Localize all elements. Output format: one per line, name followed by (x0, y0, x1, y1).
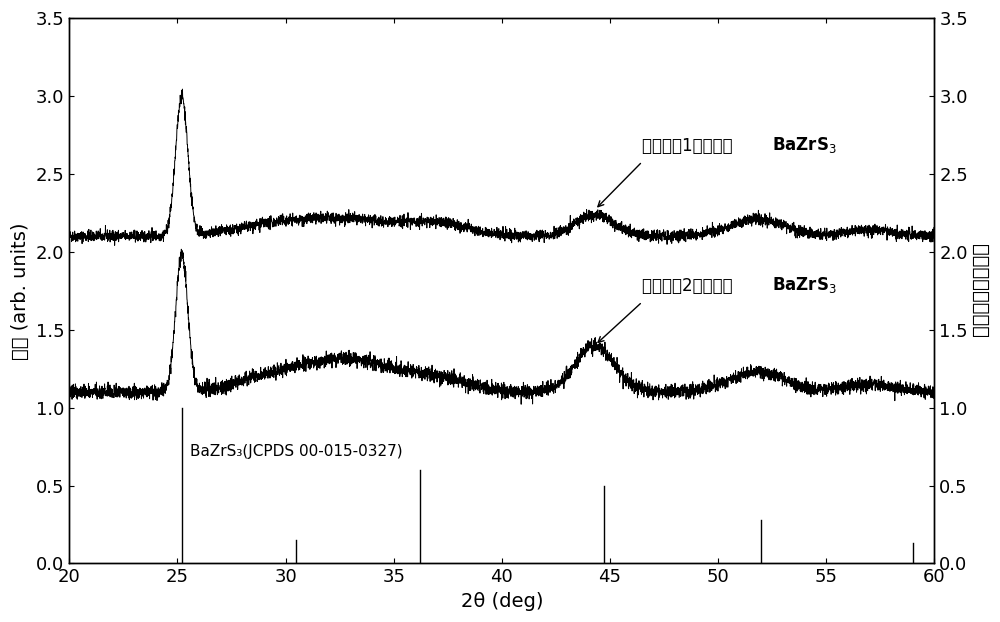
Text: 在实施例2中合成的: 在实施例2中合成的 (642, 277, 738, 295)
Text: BaZrS$_3$: BaZrS$_3$ (772, 276, 837, 295)
Text: 在实施例1中合成的: 在实施例1中合成的 (642, 137, 738, 156)
Text: BaZrS$_3$: BaZrS$_3$ (772, 135, 837, 156)
X-axis label: 2θ (deg): 2θ (deg) (461, 592, 543, 611)
Y-axis label: 强度（任意单位）: 强度（任意单位） (970, 244, 989, 338)
Text: BaZrS₃(JCPDS 00-015-0327): BaZrS₃(JCPDS 00-015-0327) (190, 443, 403, 459)
Y-axis label: 强度 (arb. units): 强度 (arb. units) (11, 222, 30, 360)
